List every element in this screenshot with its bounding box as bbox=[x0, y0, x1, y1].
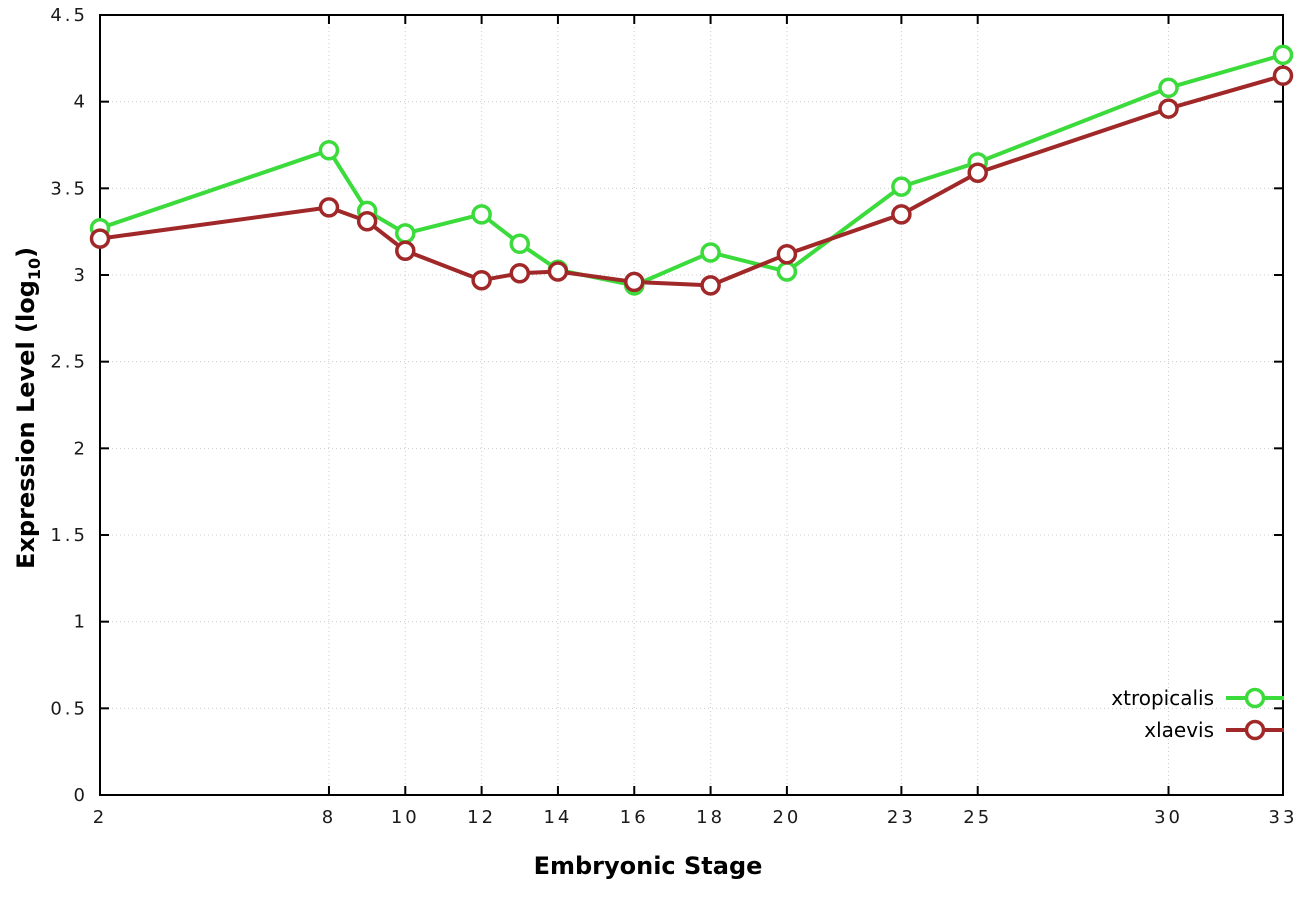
y-axis-title: Expression Level (log10) bbox=[12, 18, 44, 798]
y-axis-title-sub: 10 bbox=[24, 257, 44, 281]
legend-sample-xlaevis-icon bbox=[1226, 719, 1284, 741]
svg-text:30: 30 bbox=[1154, 807, 1183, 828]
svg-text:2.5: 2.5 bbox=[50, 352, 88, 373]
svg-text:4: 4 bbox=[74, 92, 88, 113]
y-axis-title-close: ) bbox=[12, 246, 41, 258]
x-axis-title: Embryonic Stage bbox=[533, 852, 763, 880]
svg-text:3: 3 bbox=[74, 265, 88, 286]
svg-text:0.5: 0.5 bbox=[50, 698, 88, 719]
svg-text:1.5: 1.5 bbox=[50, 525, 88, 546]
svg-text:16: 16 bbox=[620, 807, 649, 828]
svg-text:33: 33 bbox=[1269, 807, 1296, 828]
svg-text:4.5: 4.5 bbox=[50, 5, 88, 26]
legend-sample-xtropicalis-icon bbox=[1226, 687, 1284, 709]
svg-text:2: 2 bbox=[93, 807, 107, 828]
legend-label: xtropicalis bbox=[1111, 686, 1214, 710]
svg-text:20: 20 bbox=[772, 807, 801, 828]
svg-text:12: 12 bbox=[467, 807, 496, 828]
svg-text:14: 14 bbox=[543, 807, 572, 828]
svg-text:0: 0 bbox=[74, 785, 88, 806]
legend-label: xlaevis bbox=[1144, 718, 1214, 742]
svg-text:25: 25 bbox=[963, 807, 992, 828]
legend: xtropicalis xlaevis bbox=[1111, 686, 1286, 742]
svg-text:10: 10 bbox=[391, 807, 420, 828]
svg-text:8: 8 bbox=[322, 807, 336, 828]
svg-text:23: 23 bbox=[887, 807, 916, 828]
svg-text:3.5: 3.5 bbox=[50, 178, 88, 199]
svg-text:2: 2 bbox=[74, 438, 88, 459]
y-axis-title-main: Expression Level (log bbox=[12, 280, 41, 569]
svg-text:1: 1 bbox=[74, 612, 88, 633]
legend-item-xtropicalis: xtropicalis bbox=[1111, 686, 1286, 710]
legend-item-xlaevis: xlaevis bbox=[1144, 718, 1286, 742]
svg-text:18: 18 bbox=[696, 807, 725, 828]
